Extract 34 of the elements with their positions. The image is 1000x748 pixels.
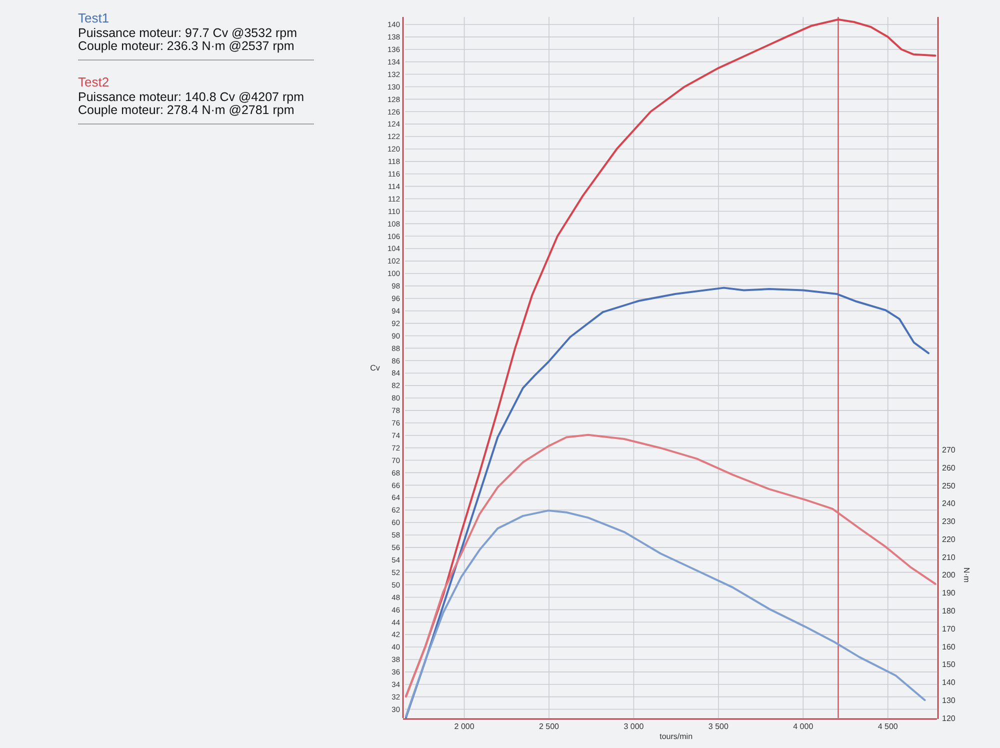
y-axis-title: Cv — [370, 363, 380, 372]
y2-tick-label: 200 — [942, 570, 956, 580]
text: Test2 — [78, 74, 110, 90]
y2-tick-label: 230 — [942, 517, 956, 526]
line-series — [405, 434, 936, 698]
y2-tick-label: 170 — [942, 624, 956, 634]
y2-tick-label: 190 — [942, 588, 956, 598]
y2-tick-label: 240 — [942, 499, 956, 508]
line-series — [405, 510, 926, 718]
y2-tick-label: 220 — [942, 534, 956, 544]
x-tick-label: 4 500 — [878, 722, 898, 731]
text: Test1 — [78, 10, 110, 26]
x-tick-label: 2 500 — [538, 722, 560, 731]
y2-tick-label: 180 — [942, 606, 956, 616]
text: Puissance moteur: 140.8 Cv @4207 rpm — [78, 90, 304, 104]
y2-tick-label: 150 — [942, 660, 956, 670]
text: Couple moteur: 278.4 N·m @2781 rpm — [78, 103, 294, 117]
x-tick-label: 4 000 — [793, 722, 814, 731]
text: Puissance moteur: 97.7 Cv @3532 rpm — [78, 26, 298, 40]
y2-tick-label: 130 — [942, 696, 956, 705]
y2-tick-label: 160 — [942, 642, 956, 652]
x-tick-label: 2 000 — [454, 722, 475, 731]
x-tick-label: 3 500 — [708, 722, 729, 731]
x-axis-title: tours/min — [660, 732, 693, 741]
x-tick-label: 3 000 — [624, 722, 644, 731]
y2-tick-label: 260 — [942, 463, 956, 472]
y2-tick-label: 210 — [942, 552, 956, 562]
y2-tick-label: 270 — [942, 446, 956, 455]
line-series — [405, 286, 930, 718]
y2-tick-label: 140 — [942, 678, 956, 688]
text: Couple moteur: 236.3 N·m @2537 rpm — [78, 39, 294, 53]
y2-tick-label: 250 — [942, 481, 956, 490]
y2-axis-title: N·m — [962, 567, 971, 583]
y2-tick-label: 120 — [942, 714, 956, 723]
